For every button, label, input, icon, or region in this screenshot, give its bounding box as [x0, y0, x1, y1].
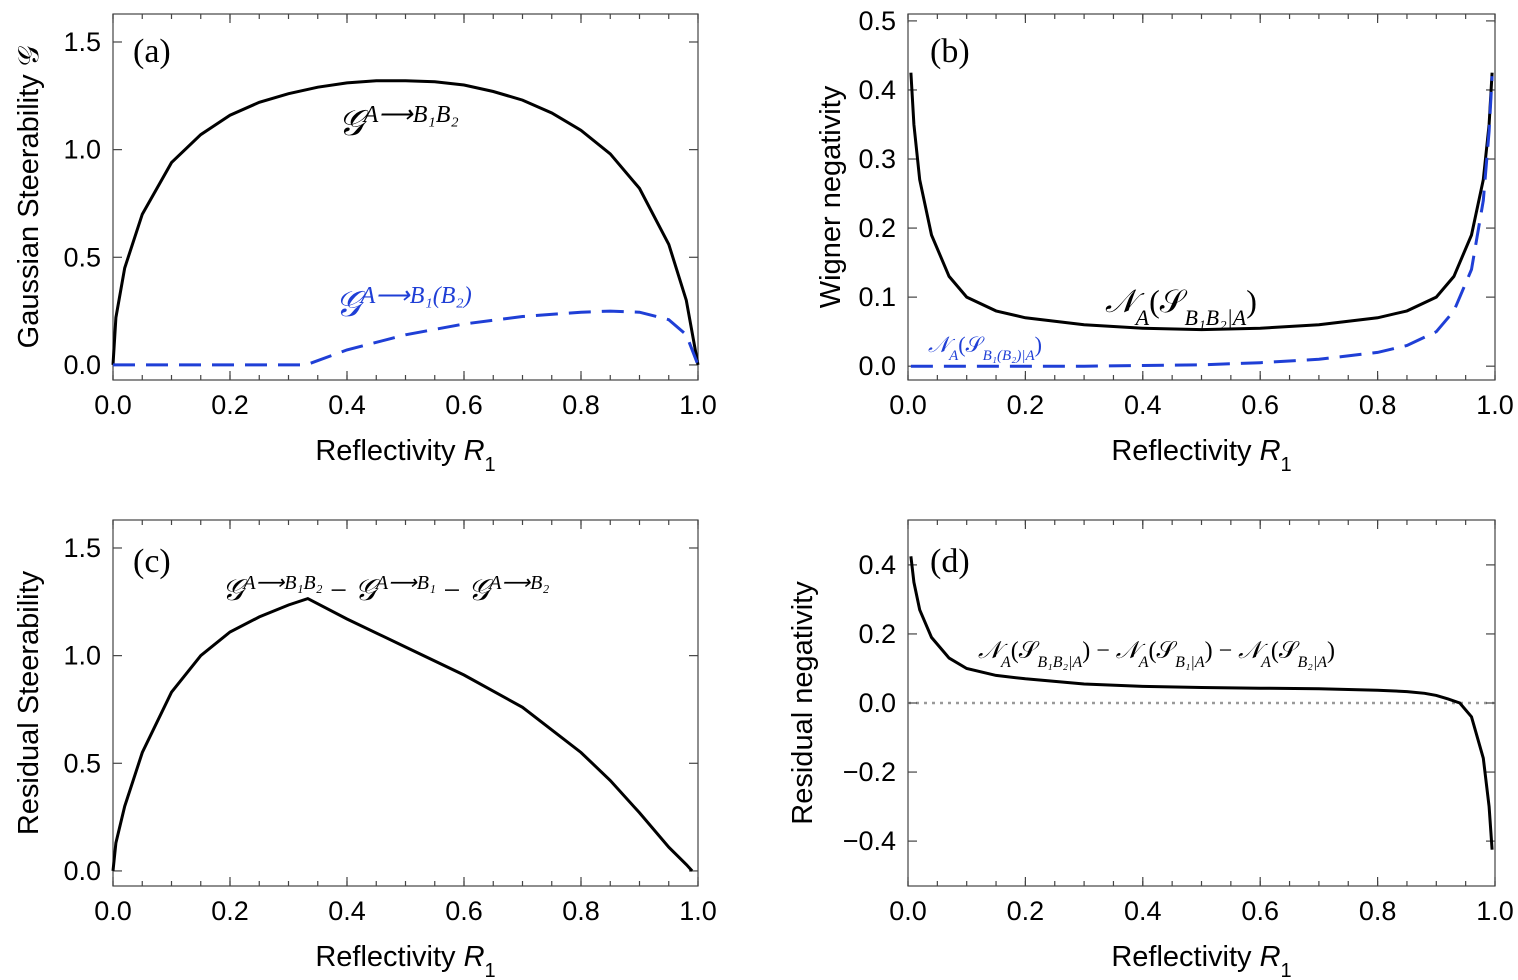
series-line-solid — [111, 79, 700, 366]
x-tick-label: 0.8 — [562, 390, 600, 420]
y-axis-label: Wigner negativity — [815, 85, 847, 308]
x-tick-label: 0.0 — [94, 390, 132, 420]
panel-label: (c) — [133, 543, 171, 580]
y-tick-label: 1.0 — [63, 641, 101, 671]
series-annotation-total: 𝒢A⟶B₁B₂ — [338, 102, 459, 143]
series-annotation-total: 𝒩A(𝒮B₁B₂|A) — [1105, 283, 1257, 330]
panel-label: (a) — [133, 33, 171, 70]
x-tick-label: 0.0 — [889, 896, 927, 926]
x-tick-label: 1.0 — [679, 896, 717, 926]
panel-b: 0.0 0.2 0.4 0.6 0.8 1.0 0.0 0.1 0.2 0.3 0.4 0.5 Refl… — [815, 6, 1514, 476]
y-tick-label: 0.5 — [858, 6, 896, 36]
x-tick-label: 1.0 — [1476, 390, 1514, 420]
residual-formula-annotation: 𝒩A(𝒮B₁B₂|A) − 𝒩A(𝒮B₁|A) − 𝒩A(𝒮B₂|A) — [978, 638, 1335, 671]
y-axis-label: Residual Steerability — [13, 570, 45, 835]
x-tick-label: 0.4 — [1124, 390, 1162, 420]
x-axis-label: Reflectivity R1 — [1111, 435, 1291, 476]
y-tick-label: 1.5 — [63, 27, 101, 57]
y-tick-label: 0.5 — [63, 748, 101, 778]
panel-label: (b) — [930, 33, 970, 70]
x-tick-label: 0.2 — [211, 896, 249, 926]
series-line-solid — [111, 596, 694, 872]
y-tick-label: 0.0 — [63, 856, 101, 886]
x-tick-label: 0.2 — [1007, 896, 1045, 926]
x-axis-label: Reflectivity R1 — [315, 941, 495, 980]
y-tick-label: 1.0 — [63, 135, 101, 165]
residual-formula-annotation: 𝒢A⟶B₁B₂ − 𝒢A⟶B₁ − 𝒢A⟶B₂ — [222, 572, 549, 607]
x-tick-label: 0.6 — [445, 390, 483, 420]
series-line-solid — [909, 556, 1494, 850]
series-annotation-partial: 𝒢A⟶B₁(B₂) — [335, 283, 472, 324]
x-tick-label: 0.4 — [328, 896, 366, 926]
x-tick-label: 0.0 — [94, 896, 132, 926]
series-annotation-partial: 𝒩A(𝒮B₁(B₂)|A) — [928, 332, 1042, 364]
x-tick-label: 0.2 — [211, 390, 249, 420]
x-tick-label: 0.0 — [889, 390, 927, 420]
series-line-solid — [909, 72, 1494, 332]
x-tick-label: 0.4 — [1124, 896, 1162, 926]
plot-frame — [112, 13, 699, 381]
y-tick-label: 0.4 — [858, 75, 896, 105]
y-tick-label: −0.2 — [843, 757, 896, 787]
y-tick-label: 0.0 — [858, 351, 896, 381]
panel-a: 0.0 0.2 0.4 0.6 0.8 1.0 0.0 0.5 1.0 1.5 Reflectivi… — [13, 13, 717, 476]
x-axis-label: Reflectivity R1 — [1111, 941, 1291, 980]
panel-c: 0.0 0.2 0.4 0.6 0.8 1.0 0.0 0.5 1.0 1.5 Reflectivi… — [13, 519, 717, 980]
x-tick-label: 0.8 — [1359, 390, 1397, 420]
y-tick-label: −0.4 — [843, 826, 896, 856]
x-tick-label: 0.4 — [328, 390, 366, 420]
series-line-dashed — [113, 309, 700, 367]
y-tick-label: 0.0 — [858, 688, 896, 718]
x-tick-label: 0.8 — [1359, 896, 1397, 926]
panel-label: (d) — [930, 543, 970, 580]
y-tick-label: 0.5 — [63, 242, 101, 272]
x-tick-label: 0.8 — [562, 896, 600, 926]
y-tick-label: 1.5 — [63, 533, 101, 563]
x-tick-label: 0.6 — [1241, 390, 1279, 420]
y-axis-label: Residual negativity — [787, 581, 819, 825]
x-tick-label: 1.0 — [1476, 896, 1514, 926]
y-axis-label: Gaussian Steerability 𝒢 — [13, 45, 45, 348]
y-tick-label: 0.4 — [858, 550, 896, 580]
x-tick-label: 0.2 — [1007, 390, 1045, 420]
x-tick-label: 1.0 — [679, 390, 717, 420]
y-tick-label: 0.2 — [858, 619, 896, 649]
y-tick-label: 0.3 — [858, 144, 896, 174]
x-tick-label: 0.6 — [445, 896, 483, 926]
y-tick-label: 0.1 — [858, 282, 896, 312]
series-line-dashed — [910, 76, 1494, 368]
x-tick-label: 0.6 — [1241, 896, 1279, 926]
y-tick-label: 0.2 — [858, 213, 896, 243]
panel-d: 0.0 0.2 0.4 0.6 0.8 1.0 −0.4 −0.2 0.0 0.2 0.4 Refle… — [787, 519, 1514, 980]
y-tick-label: 0.0 — [63, 350, 101, 380]
x-axis-label: Reflectivity R1 — [315, 435, 495, 476]
